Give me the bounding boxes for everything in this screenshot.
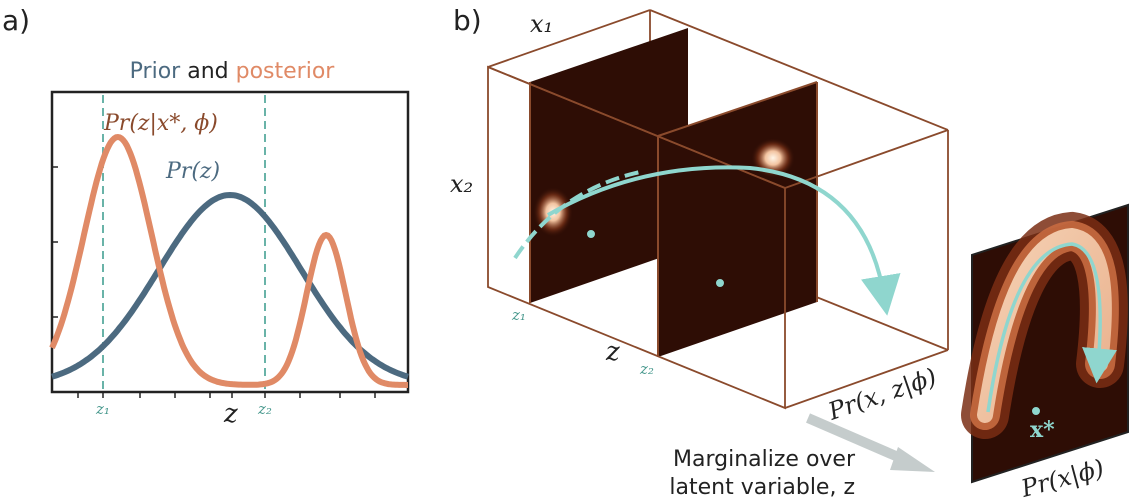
marginal-curve: [986, 242, 1117, 413]
slice-z2-label: z₂: [639, 360, 654, 378]
x-ticks: [77, 392, 376, 398]
panel-b-label: b): [453, 4, 482, 37]
slice-z2-top-edge: [657, 81, 818, 137]
marginalize-arrow: [806, 413, 935, 472]
title-posterior: posterior: [236, 59, 336, 84]
slice-z2-point: [715, 278, 725, 288]
marginal-panel: [961, 203, 1129, 484]
y-ticks: [52, 166, 58, 318]
x-star-point: [1031, 406, 1041, 416]
posterior-curve: [49, 133, 408, 388]
marginalize-text-line2: latent variable, z: [669, 475, 855, 500]
joint-distribution-label: Pr(x, z|ϕ): [824, 363, 941, 427]
panel-a-label: a): [2, 4, 30, 37]
z1-tick-label: z₁: [95, 400, 110, 418]
slice-z1-point: [586, 229, 596, 239]
latent-curve: [547, 165, 901, 316]
x-star-label: x*: [1030, 417, 1055, 443]
title-prior: Prior: [130, 59, 181, 84]
slice-z1: [530, 28, 688, 303]
prior-label: Pr(z): [165, 159, 220, 184]
prior-curve: [51, 191, 409, 380]
posterior-label: Pr(z|x*, ϕ): [103, 111, 218, 136]
marginalize-text-line1: Marginalize over: [673, 447, 856, 472]
title-and: and: [187, 59, 228, 84]
slice-z1-label: z₁: [511, 306, 526, 324]
x2-axis-label: x₂: [450, 170, 473, 198]
z2-tick-label: z₂: [257, 400, 272, 418]
chart-title: Prior and posterior: [130, 59, 336, 84]
x-axis-label: z: [223, 399, 238, 429]
z-axis-label: z: [605, 337, 620, 367]
x1-axis-label: x₁: [530, 10, 553, 38]
